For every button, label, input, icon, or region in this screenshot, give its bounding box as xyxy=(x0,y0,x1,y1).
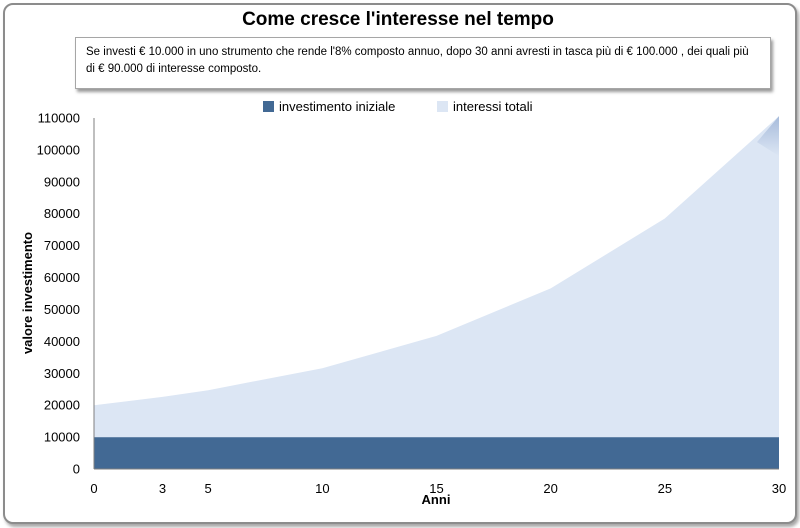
legend-label-1: interessi totali xyxy=(453,99,533,114)
x-tick-label: 3 xyxy=(159,481,166,496)
y-tick-label: 60000 xyxy=(44,270,80,285)
x-tick-label: 15 xyxy=(429,481,443,496)
y-tick-label: 80000 xyxy=(44,206,80,221)
y-tick-label: 100000 xyxy=(37,142,80,157)
x-tick-label: 10 xyxy=(315,481,329,496)
y-tick-label: 50000 xyxy=(44,302,80,317)
y-tick-label: 90000 xyxy=(44,174,80,189)
legend-swatch-0 xyxy=(263,101,274,112)
series-area-highlight xyxy=(757,116,779,157)
legend-swatch-1 xyxy=(437,101,448,112)
legend-label-0: investimento iniziale xyxy=(279,99,395,114)
y-tick-label: 30000 xyxy=(44,366,80,381)
y-tick-label: 40000 xyxy=(44,334,80,349)
y-tick-label: 20000 xyxy=(44,398,80,413)
chart-title: Come cresce l'interesse nel tempo xyxy=(242,9,554,30)
y-axis-label: valore investimento xyxy=(20,232,35,354)
x-tick-label: 25 xyxy=(658,481,672,496)
chart-annotation: Se investi € 10.000 in uno strumento che… xyxy=(75,37,771,89)
y-tick-label: 110000 xyxy=(38,111,80,126)
x-tick-label: 0 xyxy=(90,481,97,496)
x-tick-label: 5 xyxy=(205,481,212,496)
y-tick-label: 0 xyxy=(73,462,80,477)
series-area-1 xyxy=(94,116,779,438)
y-tick-label: 10000 xyxy=(44,430,80,445)
x-axis-label: Anni xyxy=(422,492,451,507)
x-tick-label: 20 xyxy=(543,481,557,496)
y-tick-label: 70000 xyxy=(44,238,80,253)
series-area-0 xyxy=(94,437,779,469)
x-tick-label: 30 xyxy=(772,481,786,496)
